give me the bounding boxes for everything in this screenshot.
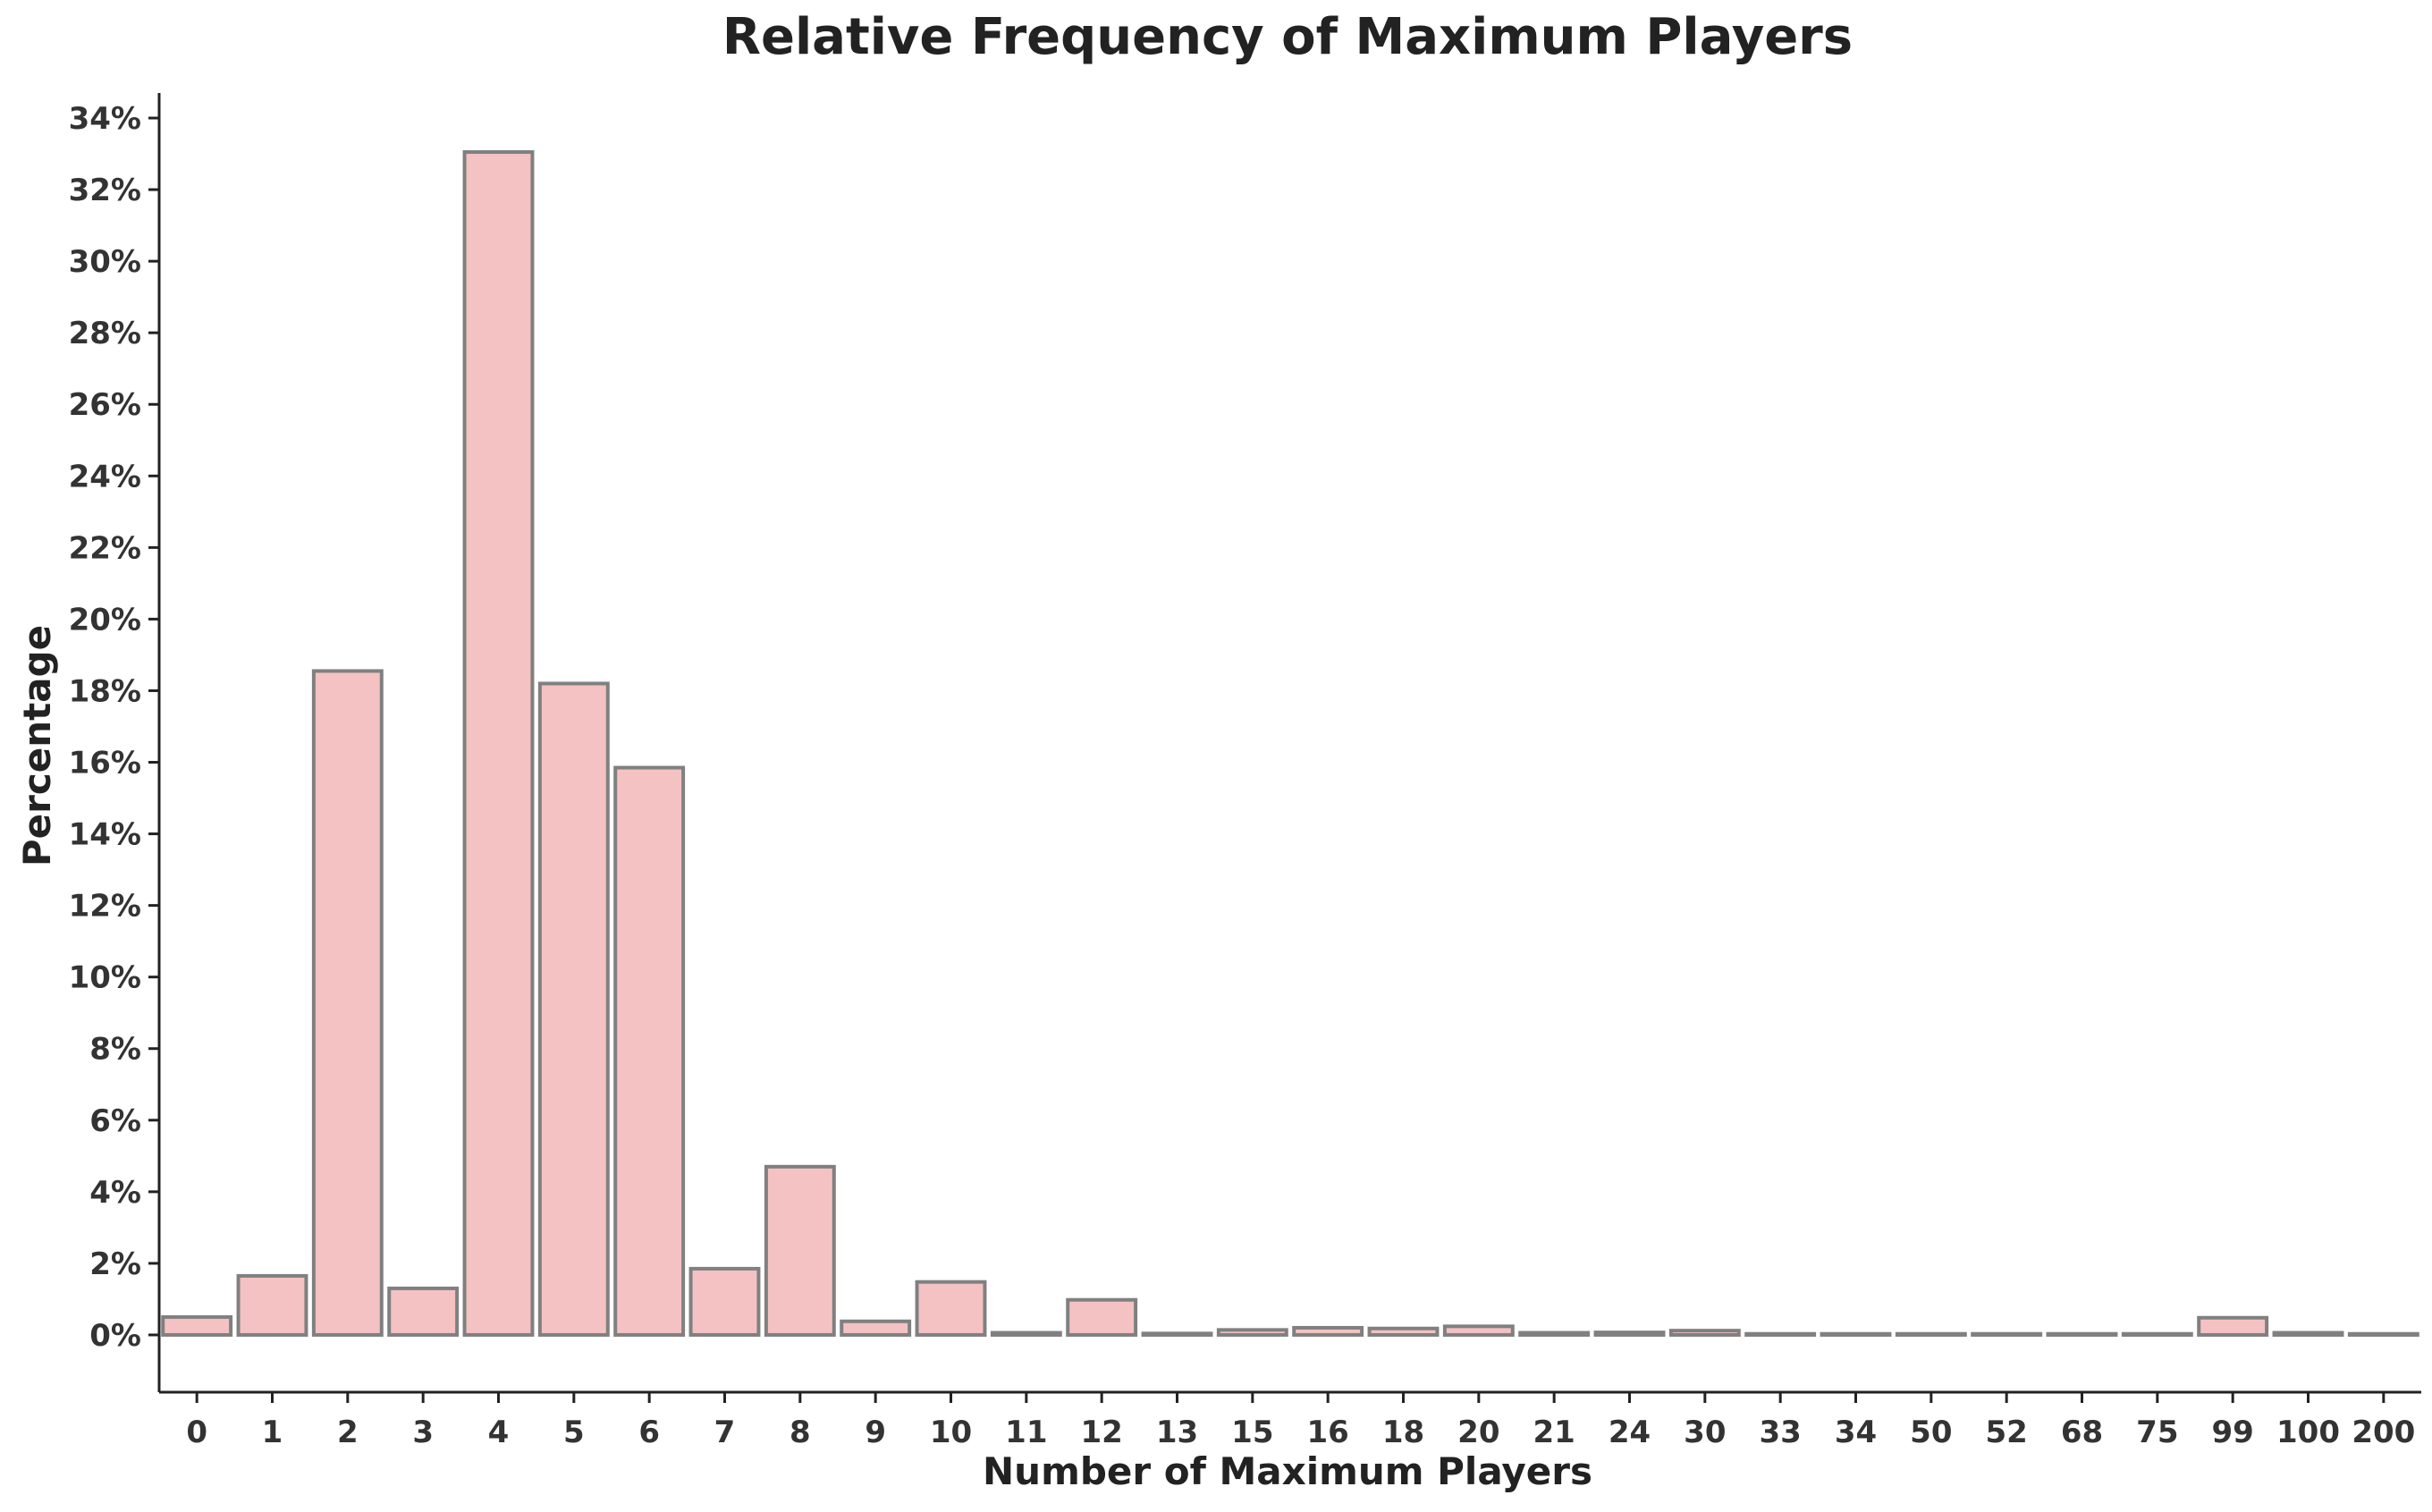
bar-99: [2197, 1315, 2269, 1337]
bar-3: [387, 1286, 460, 1337]
bar-68: [2046, 1331, 2118, 1337]
x-tick-label-11: 11: [1005, 1415, 1047, 1450]
bar-75: [2121, 1331, 2193, 1337]
bar-10: [915, 1280, 987, 1337]
y-tick-label-0: 0%: [89, 1318, 141, 1354]
bar-12: [1066, 1297, 1138, 1337]
x-tick-label-13: 13: [1156, 1415, 1198, 1450]
chart-title: Relative Frequency of Maximum Players: [722, 8, 1853, 66]
bar-200: [2347, 1331, 2419, 1337]
x-tick-label-9: 9: [865, 1415, 886, 1450]
x-tick-label-100: 100: [2276, 1415, 2340, 1450]
x-tick-label-6: 6: [638, 1415, 660, 1450]
y-tick-label-8: 8%: [89, 1032, 141, 1068]
bar-8: [764, 1164, 836, 1337]
x-tick-label-68: 68: [2061, 1415, 2103, 1450]
y-tick-label-14: 14%: [69, 817, 141, 853]
x-tick-label-1: 1: [262, 1415, 283, 1450]
x-tick-label-75: 75: [2136, 1415, 2178, 1450]
y-axis-ticks: 0% 2% 4% 6% 8% 10% 12% 14% 16% 18% 20% 22% 24% 26% 28%…: [69, 101, 159, 1354]
x-tick-label-7: 7: [714, 1415, 736, 1450]
bar-34: [1820, 1331, 1892, 1337]
x-tick-label-33: 33: [1760, 1415, 1802, 1450]
x-tick-label-8: 8: [790, 1415, 811, 1450]
x-tick-label-15: 15: [1231, 1415, 1273, 1450]
x-tick-label-50: 50: [1910, 1415, 1952, 1450]
x-tick-label-4: 4: [488, 1415, 510, 1450]
bar-4: [462, 150, 535, 1337]
x-tick-label-0: 0: [186, 1415, 207, 1450]
y-tick-label-26: 26%: [69, 387, 141, 423]
y-tick-label-30: 30%: [69, 244, 141, 280]
y-tick-label-28: 28%: [69, 316, 141, 351]
y-tick-label-6: 6%: [89, 1103, 141, 1139]
bar-11: [990, 1330, 1062, 1337]
bar-9: [840, 1319, 912, 1337]
y-tick-label-34: 34%: [69, 101, 141, 137]
bar-0: [161, 1314, 233, 1337]
y-tick-label-10: 10%: [69, 960, 141, 996]
bar-5: [537, 681, 610, 1337]
bar-100: [2272, 1330, 2344, 1337]
bars-group: [161, 150, 2419, 1337]
x-tick-label-12: 12: [1081, 1415, 1123, 1450]
bar-18: [1367, 1326, 1440, 1337]
x-tick-label-24: 24: [1609, 1415, 1651, 1450]
x-tick-label-3: 3: [412, 1415, 434, 1450]
y-tick-label-12: 12%: [69, 889, 141, 925]
x-axis-ticks: 0 1 2 3 4 5 6 7 8 9 10 11 12 13 15 16 18 20 21 24 30 33 34 50 52…: [186, 1392, 2415, 1450]
bar-13: [1141, 1331, 1213, 1337]
x-tick-label-52: 52: [1986, 1415, 2028, 1450]
x-tick-label-20: 20: [1457, 1415, 1499, 1450]
bar-50: [1895, 1331, 1967, 1337]
y-tick-label-18: 18%: [69, 673, 141, 709]
x-tick-label-30: 30: [1684, 1415, 1726, 1450]
x-tick-label-34: 34: [1835, 1415, 1877, 1450]
y-tick-label-32: 32%: [69, 173, 141, 208]
y-tick-label-24: 24%: [69, 459, 141, 494]
y-tick-label-4: 4%: [89, 1175, 141, 1211]
x-tick-label-99: 99: [2212, 1415, 2254, 1450]
bar-15: [1216, 1328, 1288, 1337]
bar-30: [1668, 1329, 1741, 1337]
bar-6: [613, 765, 686, 1337]
bar-33: [1744, 1331, 1817, 1337]
bar-21: [1518, 1330, 1591, 1337]
y-tick-label-22: 22%: [69, 530, 141, 566]
x-axis-label: Number of Maximum Players: [983, 1449, 1592, 1493]
x-tick-label-16: 16: [1307, 1415, 1349, 1450]
x-tick-label-2: 2: [337, 1415, 359, 1450]
bar-24: [1593, 1330, 1666, 1337]
x-tick-label-18: 18: [1382, 1415, 1424, 1450]
x-tick-label-21: 21: [1533, 1415, 1575, 1450]
y-tick-label-16: 16%: [69, 746, 141, 781]
bar-2: [311, 669, 384, 1337]
bar-1: [236, 1273, 308, 1337]
x-tick-label-5: 5: [563, 1415, 585, 1450]
bar-7: [688, 1266, 761, 1337]
y-tick-label-2: 2%: [89, 1246, 141, 1282]
bar-52: [1971, 1331, 2043, 1337]
bar-16: [1292, 1325, 1364, 1337]
y-tick-label-20: 20%: [69, 602, 141, 638]
x-tick-label-200: 200: [2352, 1415, 2415, 1450]
bar-20: [1442, 1324, 1515, 1337]
x-tick-label-10: 10: [930, 1415, 972, 1450]
y-axis-label: Percentage: [15, 625, 59, 866]
